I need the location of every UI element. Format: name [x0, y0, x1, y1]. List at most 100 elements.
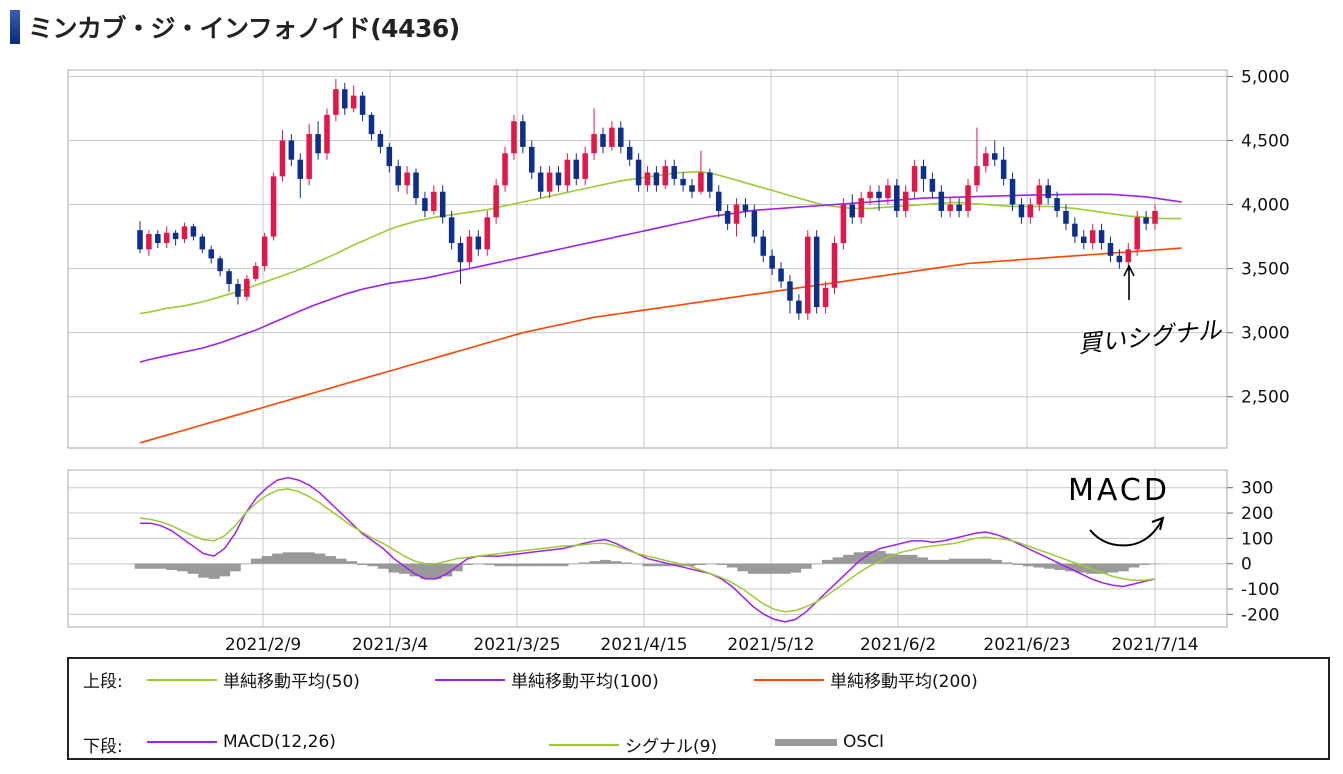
candle-body-up: [306, 134, 312, 179]
osci-bar: [367, 563, 379, 567]
osci-bar: [1033, 563, 1045, 568]
osci-bar: [578, 562, 590, 564]
candle-body-down: [395, 166, 401, 186]
legend-item-sma200: 単純移動平均(200): [754, 667, 978, 692]
y-tick-label-upper: 4,500: [1241, 131, 1290, 151]
candle-body-down: [715, 191, 722, 211]
candle-body-up: [252, 266, 259, 279]
osci-bar: [388, 563, 400, 573]
candle-body-up: [902, 191, 909, 211]
osci-bar: [642, 563, 654, 567]
candle-body-down: [1045, 185, 1051, 199]
osci-bar: [1065, 563, 1077, 572]
candle-body-up: [1027, 204, 1034, 218]
candle-body-down: [707, 172, 713, 192]
candle-body-up: [867, 191, 873, 199]
legend-lower-row: 下段: MACD(12,26) シグナル(9) OSCI: [69, 732, 1328, 757]
candle-body-down: [600, 134, 606, 147]
osci-bar: [769, 563, 780, 574]
osci-bar: [589, 561, 601, 564]
osci-bar: [906, 554, 918, 564]
candle-body-up: [947, 204, 953, 211]
osci-bar: [695, 563, 706, 565]
osci-bar: [1107, 563, 1119, 573]
candle-body-down: [920, 166, 927, 179]
legend-item-sma50: 単純移動平均(50): [147, 667, 360, 692]
osci-bar: [1043, 563, 1055, 569]
osci-bar: [790, 563, 802, 573]
osci-bar: [673, 563, 685, 567]
legend-label-signal: シグナル(9): [625, 737, 718, 757]
macd-annotation-arrow: [1089, 516, 1165, 547]
chart-canvas: 5,000 4,500 4,000 3,500 3,000 2,500 300 200 100 0…: [67, 67, 1290, 655]
candle-body-up: [404, 172, 410, 186]
candle-body-down: [1098, 230, 1105, 243]
osci-bar: [377, 563, 389, 569]
signal-line: [139, 488, 1156, 613]
candle-body-down: [520, 121, 526, 147]
candle-body-up: [431, 191, 437, 211]
x-tick-label: 2021/2/9: [225, 635, 301, 655]
page-title: ミンカブ・ジ・インフォノイド(4436): [10, 8, 460, 46]
osci-bar: [335, 558, 347, 564]
legend-lower-label: 下段:: [83, 737, 123, 757]
candle-body-down: [813, 236, 820, 308]
osci-bar: [821, 559, 833, 564]
candle-body-up: [1089, 230, 1096, 243]
legend-swatch-sma50: [147, 678, 217, 681]
osci-bar: [1075, 563, 1087, 573]
title-bar-icon: [10, 10, 20, 44]
osci-bar: [441, 563, 453, 577]
osci-bar: [134, 563, 146, 569]
osci-bar: [853, 552, 865, 564]
osci-bar: [1117, 563, 1129, 572]
candle-body-down: [796, 300, 802, 314]
y-tick-label-macd: 0: [1241, 555, 1252, 575]
legend-swatch-macd: [147, 741, 217, 743]
x-tick-label: 2021/6/2: [860, 635, 936, 655]
y-tick-label-macd: -200: [1241, 605, 1280, 625]
osci-bar: [145, 563, 157, 569]
osci-bar: [917, 557, 928, 564]
candle-body-up: [270, 176, 277, 237]
x-tick-label: 2021/7/14: [1111, 635, 1198, 655]
osci-bar: [1096, 563, 1108, 574]
legend-swatch-signal: [549, 743, 619, 746]
candle-body-up: [858, 198, 864, 218]
osci-bar: [409, 563, 421, 577]
lower-plot-area: [67, 469, 1228, 628]
candle-body-up: [502, 153, 508, 186]
osci-bar: [430, 563, 442, 579]
y-tick-label-macd: 200: [1241, 504, 1273, 524]
candle-body-down: [172, 232, 179, 240]
candle-body-up: [974, 166, 980, 186]
osci-bar: [272, 553, 284, 564]
osci-bar: [948, 558, 960, 564]
osci-bar: [536, 563, 548, 567]
osci-bar: [1054, 563, 1066, 571]
osci-bar: [155, 563, 167, 569]
candle-body-down: [368, 114, 375, 135]
candle-body-up: [698, 172, 704, 192]
x-tick-label: 2021/5/12: [727, 635, 814, 655]
osci-bar: [1128, 563, 1140, 568]
legend-label-macd: MACD(12,26): [223, 732, 336, 752]
osci-bar: [874, 551, 886, 564]
osci-bars: [134, 551, 1161, 579]
osci-bar: [1001, 562, 1013, 564]
candle-body-down: [342, 89, 348, 109]
candle-body-up: [885, 185, 891, 199]
candle-body-down: [155, 234, 161, 243]
osci-bar: [261, 556, 273, 564]
candle-body-down: [938, 191, 945, 211]
osci-bar: [599, 559, 611, 564]
x-tick-label: 2021/3/25: [473, 635, 560, 655]
candle-body-up: [181, 226, 188, 240]
candle-body-up: [484, 217, 490, 250]
candle-body-down: [929, 178, 936, 192]
y-tick-label-macd: 100: [1241, 529, 1273, 549]
osci-bar: [356, 563, 368, 565]
candle-body-down: [618, 127, 624, 147]
y-tick-label-upper: 3,000: [1241, 324, 1290, 344]
candle-body-down: [1081, 236, 1087, 243]
